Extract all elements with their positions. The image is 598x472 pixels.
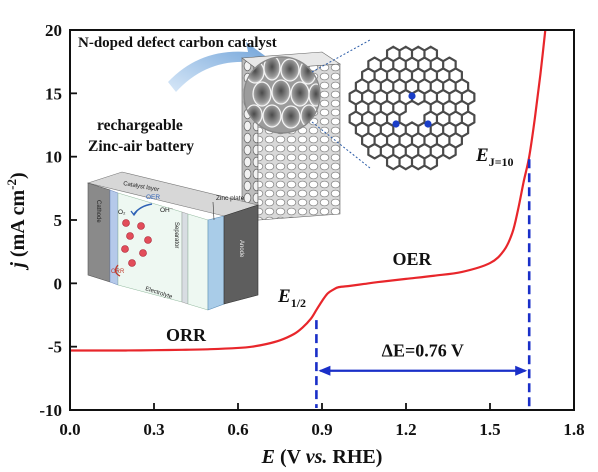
annotation-layer: ΔE=0.76 V E1/2 EJ=10 ORR OER (166, 145, 531, 408)
y-tick-label: 5 (54, 211, 63, 230)
graphene-lattice-illustration (348, 45, 476, 171)
delta-e-arrowhead-left (318, 365, 331, 376)
zinc-plate-label: Zinc plate (216, 195, 245, 202)
zinc-air-battery-illustration: Cathode Catalyst layer Separator Electro… (86, 171, 260, 311)
y-tick-label: 0 (54, 274, 63, 293)
x-tick-label: 0.6 (227, 420, 248, 439)
delta-e-arrowhead-right (515, 365, 528, 376)
cathode-label: Cathode (95, 200, 101, 223)
inset-oer-label: OER (146, 194, 160, 201)
y-tick-label: 20 (45, 21, 62, 40)
battery-line-2: Zinc-air battery (88, 138, 194, 155)
graphene-bonds (348, 45, 476, 171)
x-tick-label: 0.9 (311, 420, 332, 439)
y-tick-label: -10 (39, 401, 62, 420)
anode-label: Anode (238, 240, 244, 258)
x-tick-label: 0.0 (59, 420, 80, 439)
battery-line-1: rechargeable (97, 117, 183, 134)
lsv-curve (70, 30, 547, 352)
e-half-label: E1/2 (277, 286, 306, 310)
nitrogen-atom (392, 120, 400, 128)
x-tick-label: 1.8 (563, 420, 584, 439)
catalyst-title: N-doped defect carbon catalyst (78, 35, 277, 51)
y-tick-label: -5 (48, 338, 62, 357)
x-axis-label: E (V vs. RHE) (261, 446, 383, 468)
ticks-layer: 0.0 0.3 0.6 0.9 1.2 1.5 1.8 -10 -5 0 5 10 15 20 (39, 21, 584, 439)
nitrogen-atom (424, 120, 432, 128)
nitrogen-atom (408, 92, 416, 100)
porous-cube-illustration (241, 39, 371, 221)
y-tick-label: 15 (45, 84, 62, 103)
delta-e-label: ΔE=0.76 V (382, 341, 464, 361)
x-tick-label: 1.2 (395, 420, 416, 439)
x-tick-label: 0.3 (143, 420, 164, 439)
inset-orr-label: ORR (111, 269, 125, 275)
y-tick-label: 10 (45, 148, 62, 167)
hydroxide-label: OH⁻ (160, 207, 174, 214)
e-j10-label: EJ=10 (475, 145, 514, 169)
orr-label: ORR (166, 325, 207, 345)
separator-label: Separator (173, 222, 179, 248)
oxygen-label: O₂ (118, 209, 126, 216)
y-axis-label: j (mA cm-2) (4, 172, 29, 270)
inset-arrow (168, 42, 268, 92)
oer-label: OER (392, 249, 432, 269)
curve-layer (70, 30, 547, 352)
x-tick-label: 1.5 (479, 420, 500, 439)
